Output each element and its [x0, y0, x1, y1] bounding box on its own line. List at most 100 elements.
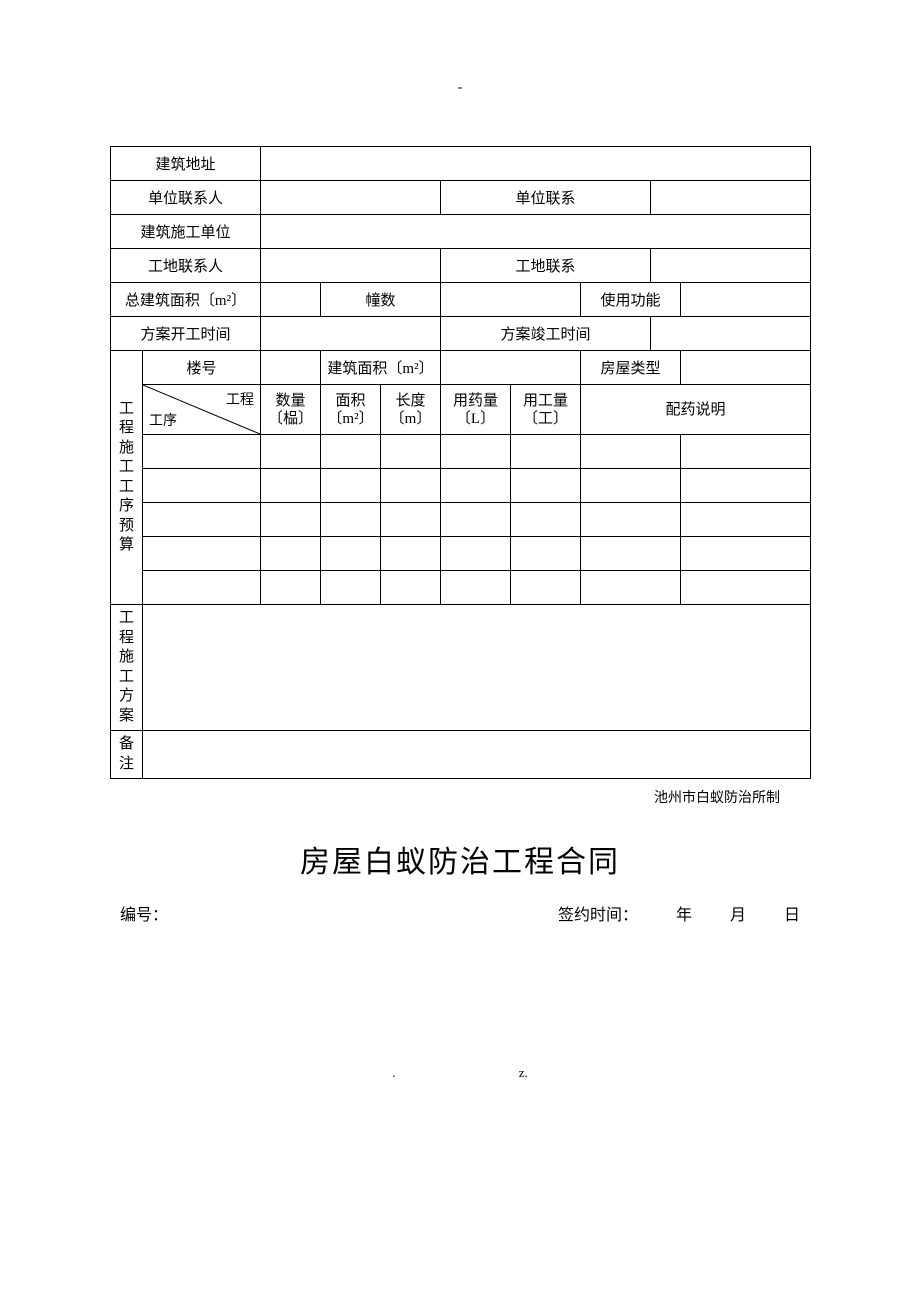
label-building-count: 幢数 [321, 283, 441, 317]
cell-note [143, 731, 811, 779]
cell [261, 249, 441, 283]
sig-number-label: 编号： [120, 901, 168, 925]
cell [261, 469, 321, 503]
cell [681, 469, 811, 503]
table-row [111, 435, 811, 469]
cell [143, 469, 261, 503]
label-building-no: 楼号 [143, 351, 261, 385]
sig-day: 日 [784, 901, 800, 925]
bottom-marks: . z. [110, 1065, 810, 1081]
label-house-type: 房屋类型 [581, 351, 681, 385]
vlabel-budget: 工程施工工序预算 [111, 351, 143, 605]
cell [381, 435, 441, 469]
txt: 数量 [276, 393, 306, 409]
cell [441, 469, 511, 503]
sig-month: 月 [730, 901, 746, 925]
label-address: 建筑地址 [111, 147, 261, 181]
cell [581, 571, 681, 605]
table-row: 总建筑面积〔m²〕 幢数 使用功能 [111, 283, 811, 317]
cell [143, 435, 261, 469]
table-row: 备注 [111, 731, 811, 779]
cell [381, 503, 441, 537]
label-unit-contact-person: 单位联系人 [111, 181, 261, 215]
table-row [111, 571, 811, 605]
signature-line: 编号： 签约时间： 年 月 日 [110, 901, 810, 925]
mark-a: . [392, 1065, 395, 1081]
cell [441, 571, 511, 605]
cell [261, 317, 441, 351]
cell [681, 283, 811, 317]
cell [681, 435, 811, 469]
cell [143, 503, 261, 537]
col-labor: 用工量 〔工〕 [511, 385, 581, 435]
cell [143, 537, 261, 571]
txt: 〔工〕 [523, 411, 568, 427]
cell [381, 469, 441, 503]
mark-b: z. [519, 1065, 528, 1081]
col-chemical: 用药量 〔L〕 [441, 385, 511, 435]
label-usage: 使用功能 [581, 283, 681, 317]
cell [651, 249, 811, 283]
cell [651, 317, 811, 351]
cell [321, 469, 381, 503]
cell [651, 181, 811, 215]
cell [261, 283, 321, 317]
diag-top: 工程 [226, 389, 254, 409]
label-total-area: 总建筑面积〔m²〕 [111, 283, 261, 317]
vlabel-plan: 工程施工方案 [111, 605, 143, 731]
label-unit-contact: 单位联系 [441, 181, 651, 215]
table-row: 单位联系人 单位联系 [111, 181, 811, 215]
cell [261, 351, 321, 385]
vlabel-note: 备注 [111, 731, 143, 779]
label-start-time: 方案开工时间 [111, 317, 261, 351]
cell [681, 571, 811, 605]
label-construction-unit: 建筑施工单位 [111, 215, 261, 249]
table-row: 方案开工时间 方案竣工时间 [111, 317, 811, 351]
cell [581, 435, 681, 469]
label-end-time: 方案竣工时间 [441, 317, 651, 351]
cell [381, 537, 441, 571]
cell [261, 503, 321, 537]
txt: 〔榀〕 [268, 411, 313, 427]
table-row: 建筑施工单位 [111, 215, 811, 249]
cell [143, 571, 261, 605]
cell [681, 537, 811, 571]
table-row: 建筑地址 [111, 147, 811, 181]
table-row [111, 537, 811, 571]
txt: 〔m²〕 [327, 411, 373, 427]
cell [441, 503, 511, 537]
cell [511, 537, 581, 571]
cell [511, 503, 581, 537]
table-row [111, 503, 811, 537]
cell [321, 435, 381, 469]
cell [441, 537, 511, 571]
txt: 面积 [336, 393, 366, 409]
cell [681, 351, 811, 385]
cell [261, 435, 321, 469]
label-site-contact-person: 工地联系人 [111, 249, 261, 283]
cell [511, 571, 581, 605]
cell [381, 571, 441, 605]
col-prescription: 配药说明 [581, 385, 811, 435]
sig-date-label: 签约时间： [558, 901, 638, 925]
label-floor-area: 建筑面积〔m²〕 [321, 351, 441, 385]
cell [581, 503, 681, 537]
top-dash: - [110, 80, 810, 96]
sig-date: 签约时间： 年 月 日 [558, 901, 800, 925]
col-area: 面积 〔m²〕 [321, 385, 381, 435]
cell [321, 503, 381, 537]
cell [581, 537, 681, 571]
cell [261, 571, 321, 605]
cell [441, 435, 511, 469]
cell [441, 351, 581, 385]
cell [441, 283, 581, 317]
cell [511, 469, 581, 503]
txt: 长度 [396, 393, 426, 409]
form-table: 建筑地址 单位联系人 单位联系 建筑施工单位 工地联系人 工地联系 总建筑面积〔… [110, 146, 811, 779]
cell [681, 503, 811, 537]
cell [261, 537, 321, 571]
cell [321, 571, 381, 605]
table-row: 工程施工方案 [111, 605, 811, 731]
table-row [111, 469, 811, 503]
txt: 〔L〕 [456, 411, 495, 427]
